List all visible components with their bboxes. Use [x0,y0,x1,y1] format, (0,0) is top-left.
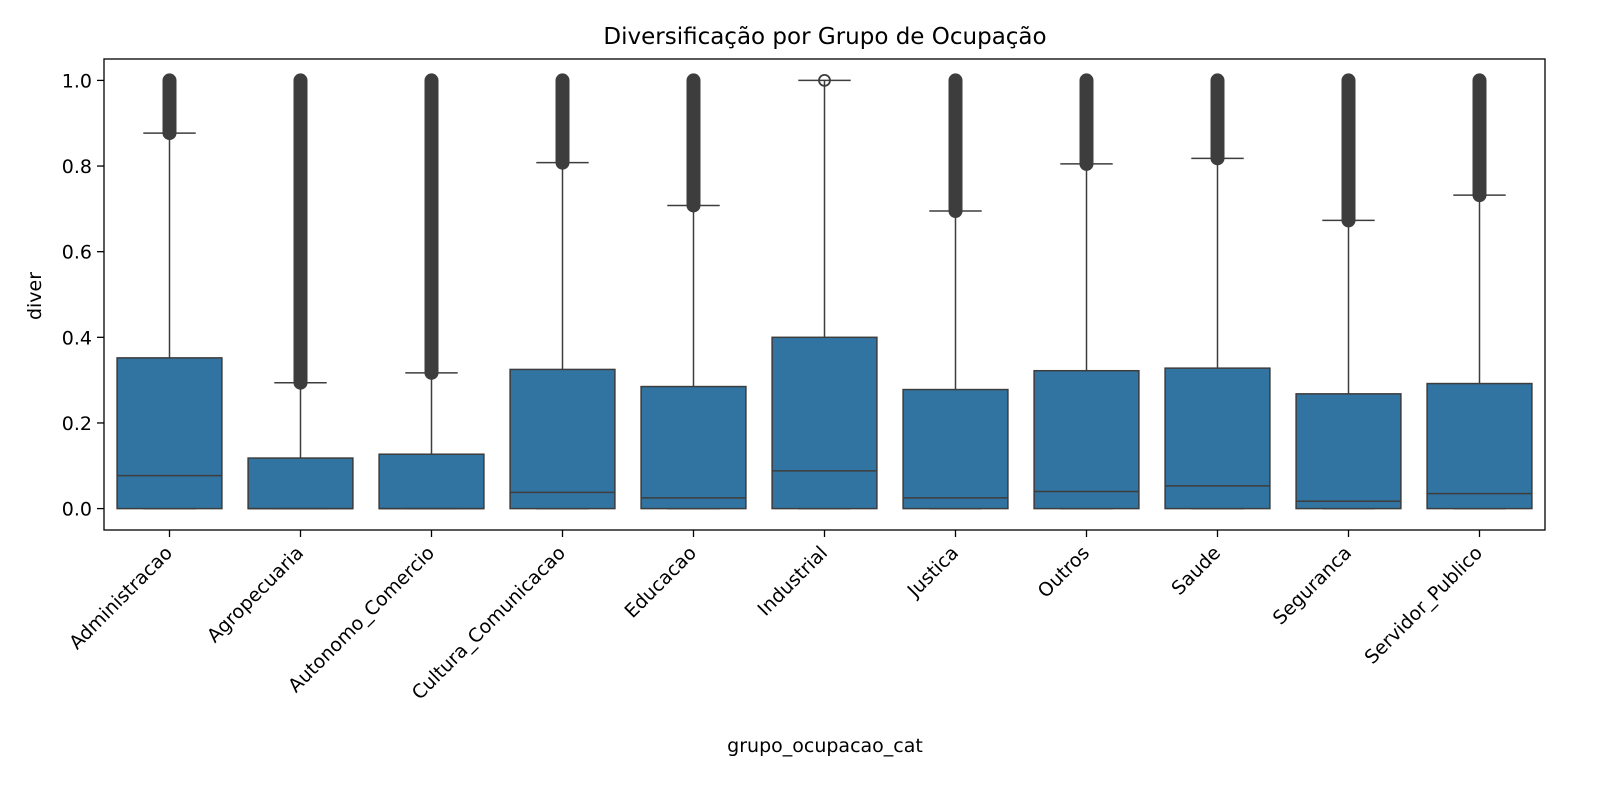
box-agropecuaria [247,457,354,510]
x-tick-label: Servidor_Publico [1361,542,1488,669]
box-group-servidor-publico [1426,73,1533,510]
box-group-seguranca [1295,73,1402,510]
box-group-educacao [640,73,747,510]
y-axis-label: diver [24,272,46,320]
x-tick-label: Agropecuaria [203,542,308,647]
x-tick-label: Educacao [620,542,701,623]
x-tick-label: Justica [903,542,963,602]
box-cultura-comunicacao [509,368,616,510]
box-industrial [771,336,878,510]
box-servidor-publico [1426,382,1533,510]
box-group-justica [902,73,1009,510]
y-tick-label: 0.2 [62,413,92,435]
chart-title: Diversificação por Grupo de Ocupação [603,24,1046,50]
box-autonomo-comercio [378,453,485,510]
y-tick-label: 0.8 [62,156,92,178]
box-group-industrial [771,74,878,510]
x-tick-label: Saude [1167,542,1225,600]
x-tick-label: Autonomo_Comercio [284,542,439,697]
x-tick-label: Cultura_Comunicacao [408,542,570,704]
x-tick-label: Administracao [65,542,177,654]
x-tick-label: Seguranca [1269,542,1356,629]
box-group-cultura-comunicacao [509,73,616,510]
box-group-outros [1033,73,1140,510]
box-group-saude [1164,73,1271,510]
box-justica [902,388,1009,510]
y-tick-label: 1.0 [62,70,92,92]
y-axis: 0.0 0.2 0.4 0.6 0.8 1.0 [62,70,104,521]
box-administracao [116,357,223,510]
x-axis-label: grupo_ocupacao_cat [727,735,923,757]
outlier-point [818,74,831,87]
y-tick-label: 0.4 [62,327,92,349]
box-saude [1164,367,1271,510]
y-tick-label: 0.6 [62,242,92,264]
box-seguranca [1295,393,1402,510]
plot-frame [103,58,1546,531]
x-tick-label: Industrial [753,542,832,621]
box-outros [1033,369,1140,510]
x-axis: Administracao AgropecuariaAutonomo_Comerc… [65,530,1487,704]
box-group-autonomo-comercio [378,73,485,510]
box-group-agropecuaria [247,73,354,510]
box-group-administracao [116,73,223,510]
x-tick-label: Outros [1034,542,1094,602]
plot-area [116,73,1533,510]
box-educacao [640,385,747,510]
y-tick-label: 0.0 [62,499,92,521]
